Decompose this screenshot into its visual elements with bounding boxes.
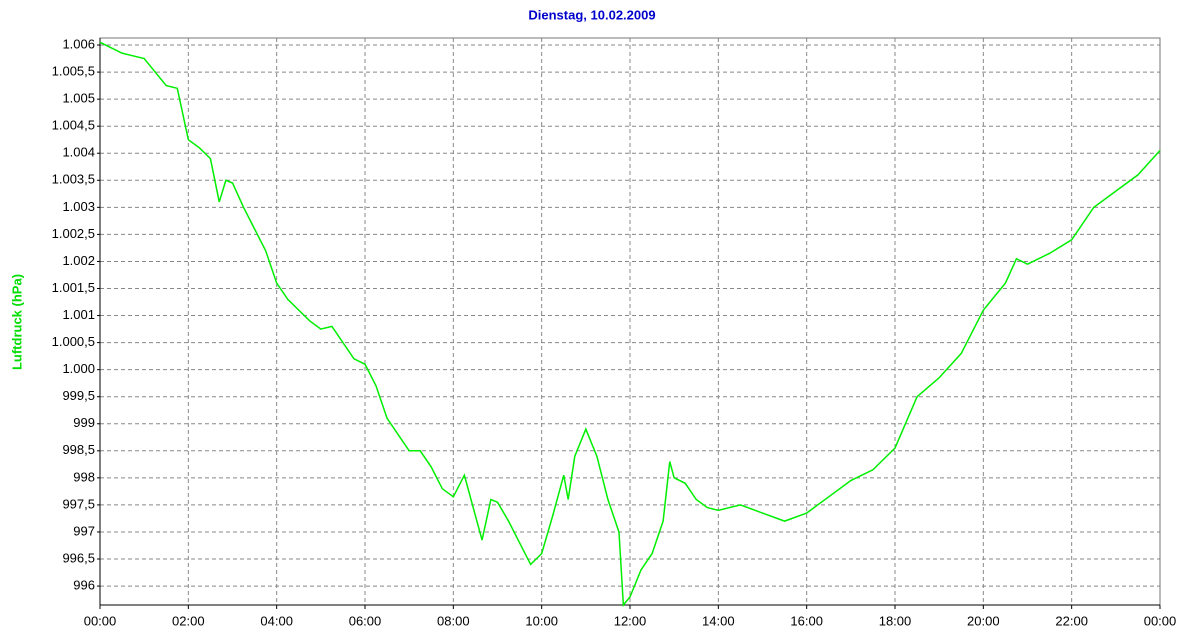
x-tick-label: 00:00 [84, 613, 117, 628]
y-tick-label: 999 [73, 415, 95, 430]
chart-title: Dienstag, 10.02.2009 [528, 7, 655, 22]
y-tick-label: 1.002 [62, 253, 95, 268]
y-tick-label: 1.004 [62, 145, 95, 160]
x-tick-label: 02:00 [172, 613, 205, 628]
y-tick-label: 1.002,5 [52, 226, 95, 241]
y-tick-label: 999,5 [62, 388, 95, 403]
y-tick-label: 998 [73, 469, 95, 484]
y-tick-label: 996 [73, 578, 95, 593]
y-tick-label: 996,5 [62, 550, 95, 565]
y-axis-title: Luftdruck (hPa) [9, 274, 24, 370]
data-line [99, 41, 1161, 607]
y-tick-label: 997 [73, 523, 95, 538]
y-tick-label: 1.006 [62, 36, 95, 51]
x-tick-label: 00:00 [1144, 613, 1177, 628]
y-tick-label: 1.005 [62, 91, 95, 106]
x-tick-label: 06:00 [349, 613, 382, 628]
x-tick-label: 16:00 [790, 613, 823, 628]
y-tick-label: 1.001 [62, 307, 95, 322]
x-tick-label: 14:00 [702, 613, 735, 628]
y-tick-label: 1.003,5 [52, 172, 95, 187]
y-tick-label: 998,5 [62, 442, 95, 457]
y-tick-label: 1.004,5 [52, 118, 95, 133]
y-tick-label: 1.001,5 [52, 280, 95, 295]
y-tick-label: 1.005,5 [52, 64, 95, 79]
x-tick-label: 20:00 [967, 613, 1000, 628]
y-tick-label: 1.003 [62, 199, 95, 214]
y-tick-label: 1.000,5 [52, 334, 95, 349]
x-tick-label: 18:00 [879, 613, 912, 628]
x-tick-label: 04:00 [260, 613, 293, 628]
x-tick-label: 12:00 [614, 613, 647, 628]
y-tick-label: 1.000 [62, 361, 95, 376]
x-tick-label: 08:00 [437, 613, 470, 628]
y-tick-label: 997,5 [62, 496, 95, 511]
x-tick-label: 22:00 [1055, 613, 1088, 628]
x-tick-label: 10:00 [525, 613, 558, 628]
